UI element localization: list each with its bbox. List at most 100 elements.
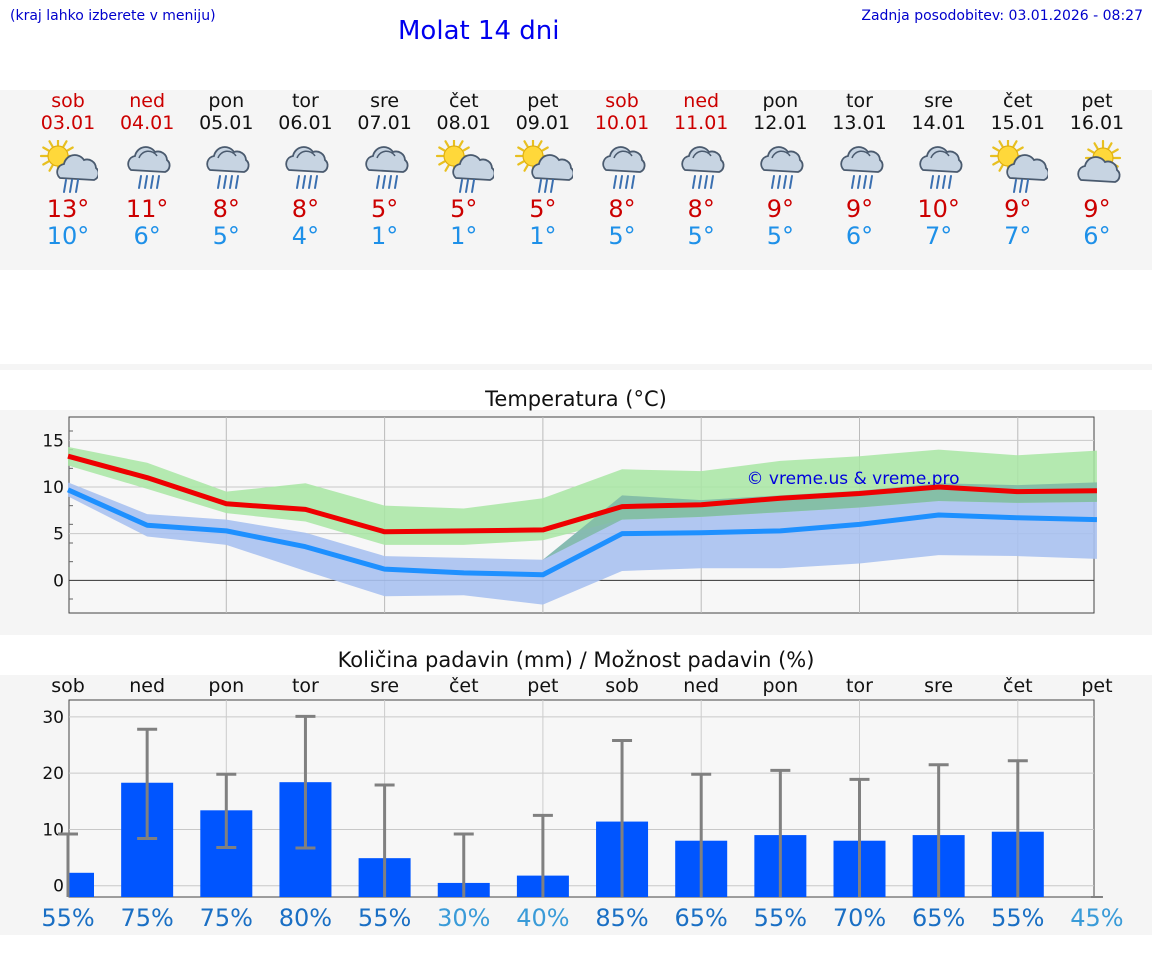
day-forecast[interactable]: pon 05.01 8° 5° bbox=[186, 90, 266, 250]
temperature-tick-label: 10 bbox=[42, 478, 64, 498]
last-updated: Zadnja posodobitev: 03.01.2026 - 08:27 bbox=[861, 8, 1143, 24]
max-temperature: 13° bbox=[46, 195, 90, 223]
sun-cloud-rain-icon bbox=[988, 137, 1050, 196]
min-temperature: 10° bbox=[46, 222, 90, 250]
cloud-rain-icon bbox=[355, 140, 415, 196]
day-forecast[interactable]: pet 09.01 5° 1° bbox=[503, 90, 583, 250]
day-name: pon bbox=[762, 90, 799, 112]
day-forecast[interactable]: pet 16.01 9° 6° bbox=[1057, 90, 1137, 250]
day-name: sre bbox=[924, 90, 954, 112]
max-temperature: 10° bbox=[917, 195, 960, 223]
day-name: pet bbox=[527, 90, 559, 112]
precipitation-day-label: tor bbox=[291, 675, 319, 697]
precipitation-tick-label: 30 bbox=[42, 708, 64, 728]
min-temperature: 6° bbox=[845, 222, 874, 250]
min-temperature: 5° bbox=[766, 222, 794, 250]
day-date: 09.01 bbox=[515, 112, 571, 134]
day-date: 08.01 bbox=[436, 112, 491, 134]
max-temperature: 8° bbox=[212, 195, 240, 223]
precipitation-day-label: čet bbox=[1003, 675, 1033, 697]
day-name: sob bbox=[605, 90, 639, 112]
precipitation-day-label: pet bbox=[1081, 675, 1113, 697]
day-forecast[interactable]: ned 04.01 11° 6° bbox=[107, 90, 187, 250]
max-temperature: 8° bbox=[608, 195, 636, 223]
temperature-chart: 0 5 10 15 © vreme.us & vreme.pro bbox=[42, 416, 1098, 614]
sun-cloud-icon bbox=[1067, 139, 1127, 196]
day-date: 11.01 bbox=[673, 112, 729, 134]
min-temperature-line bbox=[66, 487, 1098, 578]
precipitation-probability: 80% bbox=[278, 904, 333, 932]
day-forecast[interactable]: sob 03.01 13° 10° bbox=[28, 90, 108, 250]
day-date: 15.01 bbox=[990, 112, 1045, 134]
day-date: 10.01 bbox=[594, 112, 650, 134]
day-date: 05.01 bbox=[199, 112, 254, 134]
max-temperature: 9° bbox=[766, 195, 794, 223]
precipitation-probability: 55% bbox=[753, 904, 808, 932]
day-forecast[interactable]: sob 10.01 8° 5° bbox=[582, 90, 662, 250]
min-temperature: 5° bbox=[212, 222, 240, 250]
day-forecast[interactable]: sre 07.01 5° 1° bbox=[345, 90, 425, 250]
precipitation-day-label: sre bbox=[370, 675, 400, 697]
page-title: Molat 14 dni bbox=[398, 16, 560, 46]
precipitation-probability: 70% bbox=[832, 904, 887, 932]
day-forecast[interactable]: čet 15.01 9° 7° bbox=[978, 90, 1058, 250]
day-date: 07.01 bbox=[357, 112, 412, 134]
cloud-rain-icon bbox=[750, 140, 810, 196]
min-temperature-band bbox=[68, 482, 1097, 605]
precipitation-tick-label: 20 bbox=[42, 764, 64, 784]
day-date: 14.01 bbox=[911, 112, 966, 134]
day-forecast[interactable]: tor 13.01 9° 6° bbox=[820, 90, 900, 250]
day-name: čet bbox=[1003, 90, 1033, 112]
precipitation-day-label: sob bbox=[51, 675, 85, 697]
precipitation-probability: 30% bbox=[437, 904, 491, 932]
daily-forecast-strip bbox=[0, 90, 1152, 270]
day-forecast[interactable]: ned 11.01 8° 5° bbox=[661, 90, 741, 250]
precipitation-day-label: pon bbox=[762, 675, 799, 697]
day-forecast[interactable]: pon 12.01 9° 5° bbox=[740, 90, 820, 250]
sun-cloud-rain-icon bbox=[434, 137, 496, 196]
precipitation-tick-label: 10 bbox=[42, 820, 64, 840]
max-temperature: 9° bbox=[1004, 195, 1032, 223]
cloud-rain-icon bbox=[830, 140, 890, 196]
day-forecast[interactable]: čet 08.01 5° 1° bbox=[424, 90, 504, 250]
day-forecast[interactable]: sre 14.01 10° 7° bbox=[899, 90, 979, 250]
min-temperature: 1° bbox=[370, 222, 399, 250]
day-date: 12.01 bbox=[753, 112, 808, 134]
min-temperature: 6° bbox=[1083, 222, 1111, 250]
day-forecast[interactable]: tor 06.01 8° 4° bbox=[265, 90, 345, 250]
max-temperature: 5° bbox=[529, 195, 557, 223]
day-name: pon bbox=[208, 90, 245, 112]
min-temperature: 1° bbox=[529, 222, 557, 250]
cloud-rain-icon bbox=[275, 140, 335, 196]
precipitation-day-label: tor bbox=[846, 675, 873, 697]
max-temperature: 9° bbox=[1083, 195, 1111, 223]
cloud-rain-icon bbox=[592, 140, 652, 196]
cloud-rain-icon bbox=[117, 140, 177, 196]
precipitation-day-label: pet bbox=[527, 675, 559, 697]
day-date: 03.01 bbox=[40, 112, 96, 134]
min-temperature: 6° bbox=[133, 222, 161, 250]
max-temperature: 5° bbox=[450, 195, 478, 223]
max-temperature-line bbox=[67, 453, 1097, 535]
precipitation-tick-label: 0 bbox=[53, 877, 64, 897]
temperature-tick-label: 15 bbox=[42, 431, 64, 451]
day-date: 16.01 bbox=[1069, 112, 1125, 134]
precipitation-day-label: čet bbox=[448, 675, 479, 697]
precipitation-probability: 65% bbox=[911, 904, 966, 932]
location-hint[interactable]: (kraj lahko izberete v meniju) bbox=[10, 8, 216, 24]
day-date: 13.01 bbox=[832, 112, 887, 134]
day-name: ned bbox=[683, 90, 720, 112]
cloud-rain-icon bbox=[671, 140, 731, 196]
cloud-rain-icon bbox=[196, 140, 256, 196]
day-name: pet bbox=[1081, 90, 1113, 112]
precipitation-day-label: ned bbox=[129, 675, 166, 697]
max-temperature-band bbox=[68, 446, 1097, 545]
max-temperature: 8° bbox=[687, 195, 715, 223]
max-temperature: 8° bbox=[291, 195, 320, 223]
min-temperature: 4° bbox=[291, 222, 320, 250]
day-name: ned bbox=[129, 90, 166, 112]
precipitation-day-label: ned bbox=[683, 675, 720, 697]
min-temperature: 7° bbox=[1004, 222, 1032, 250]
band-overlap bbox=[68, 482, 1097, 560]
day-date: 04.01 bbox=[119, 112, 175, 134]
